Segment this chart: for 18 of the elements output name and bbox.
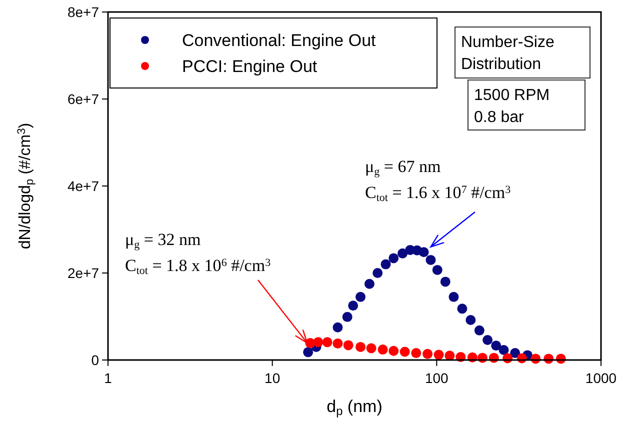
x-tick-label: 100 (424, 370, 449, 386)
x-tick-label: 1 (104, 370, 112, 386)
annotation: Number-Size Distribution (461, 34, 554, 73)
annotation: C$_{tot}$ = 1.8 x 10$^{6}$ #/cm$^{3}$ (125, 256, 272, 277)
x-axis-title: d$_{p}$ (nm) (326, 397, 382, 418)
annotation: μ$_{g}$ = 67 nm (365, 157, 441, 178)
legend-label: PCCI: Engine Out (182, 57, 318, 76)
y-tick-label: 8e+7 (67, 4, 100, 20)
y-tick-label: 2e+7 (67, 265, 100, 281)
y-tick-label: 4e+7 (67, 178, 100, 194)
y-tick-label: 0 (91, 352, 100, 368)
legend-label: Conventional: Engine Out (182, 31, 376, 50)
x-tick-label: 1000 (585, 370, 617, 386)
annotation: C$_{tot}$ = 1.6 x 10$^{7}$ #/cm$^{3}$ (365, 183, 512, 204)
annotation: μ$_{g}$ = 32 nm (125, 230, 201, 251)
annotation: 1500 RPM 0.8 bar (474, 87, 550, 126)
x-tick-label: 10 (264, 370, 280, 386)
y-tick-label: 6e+7 (67, 91, 100, 107)
